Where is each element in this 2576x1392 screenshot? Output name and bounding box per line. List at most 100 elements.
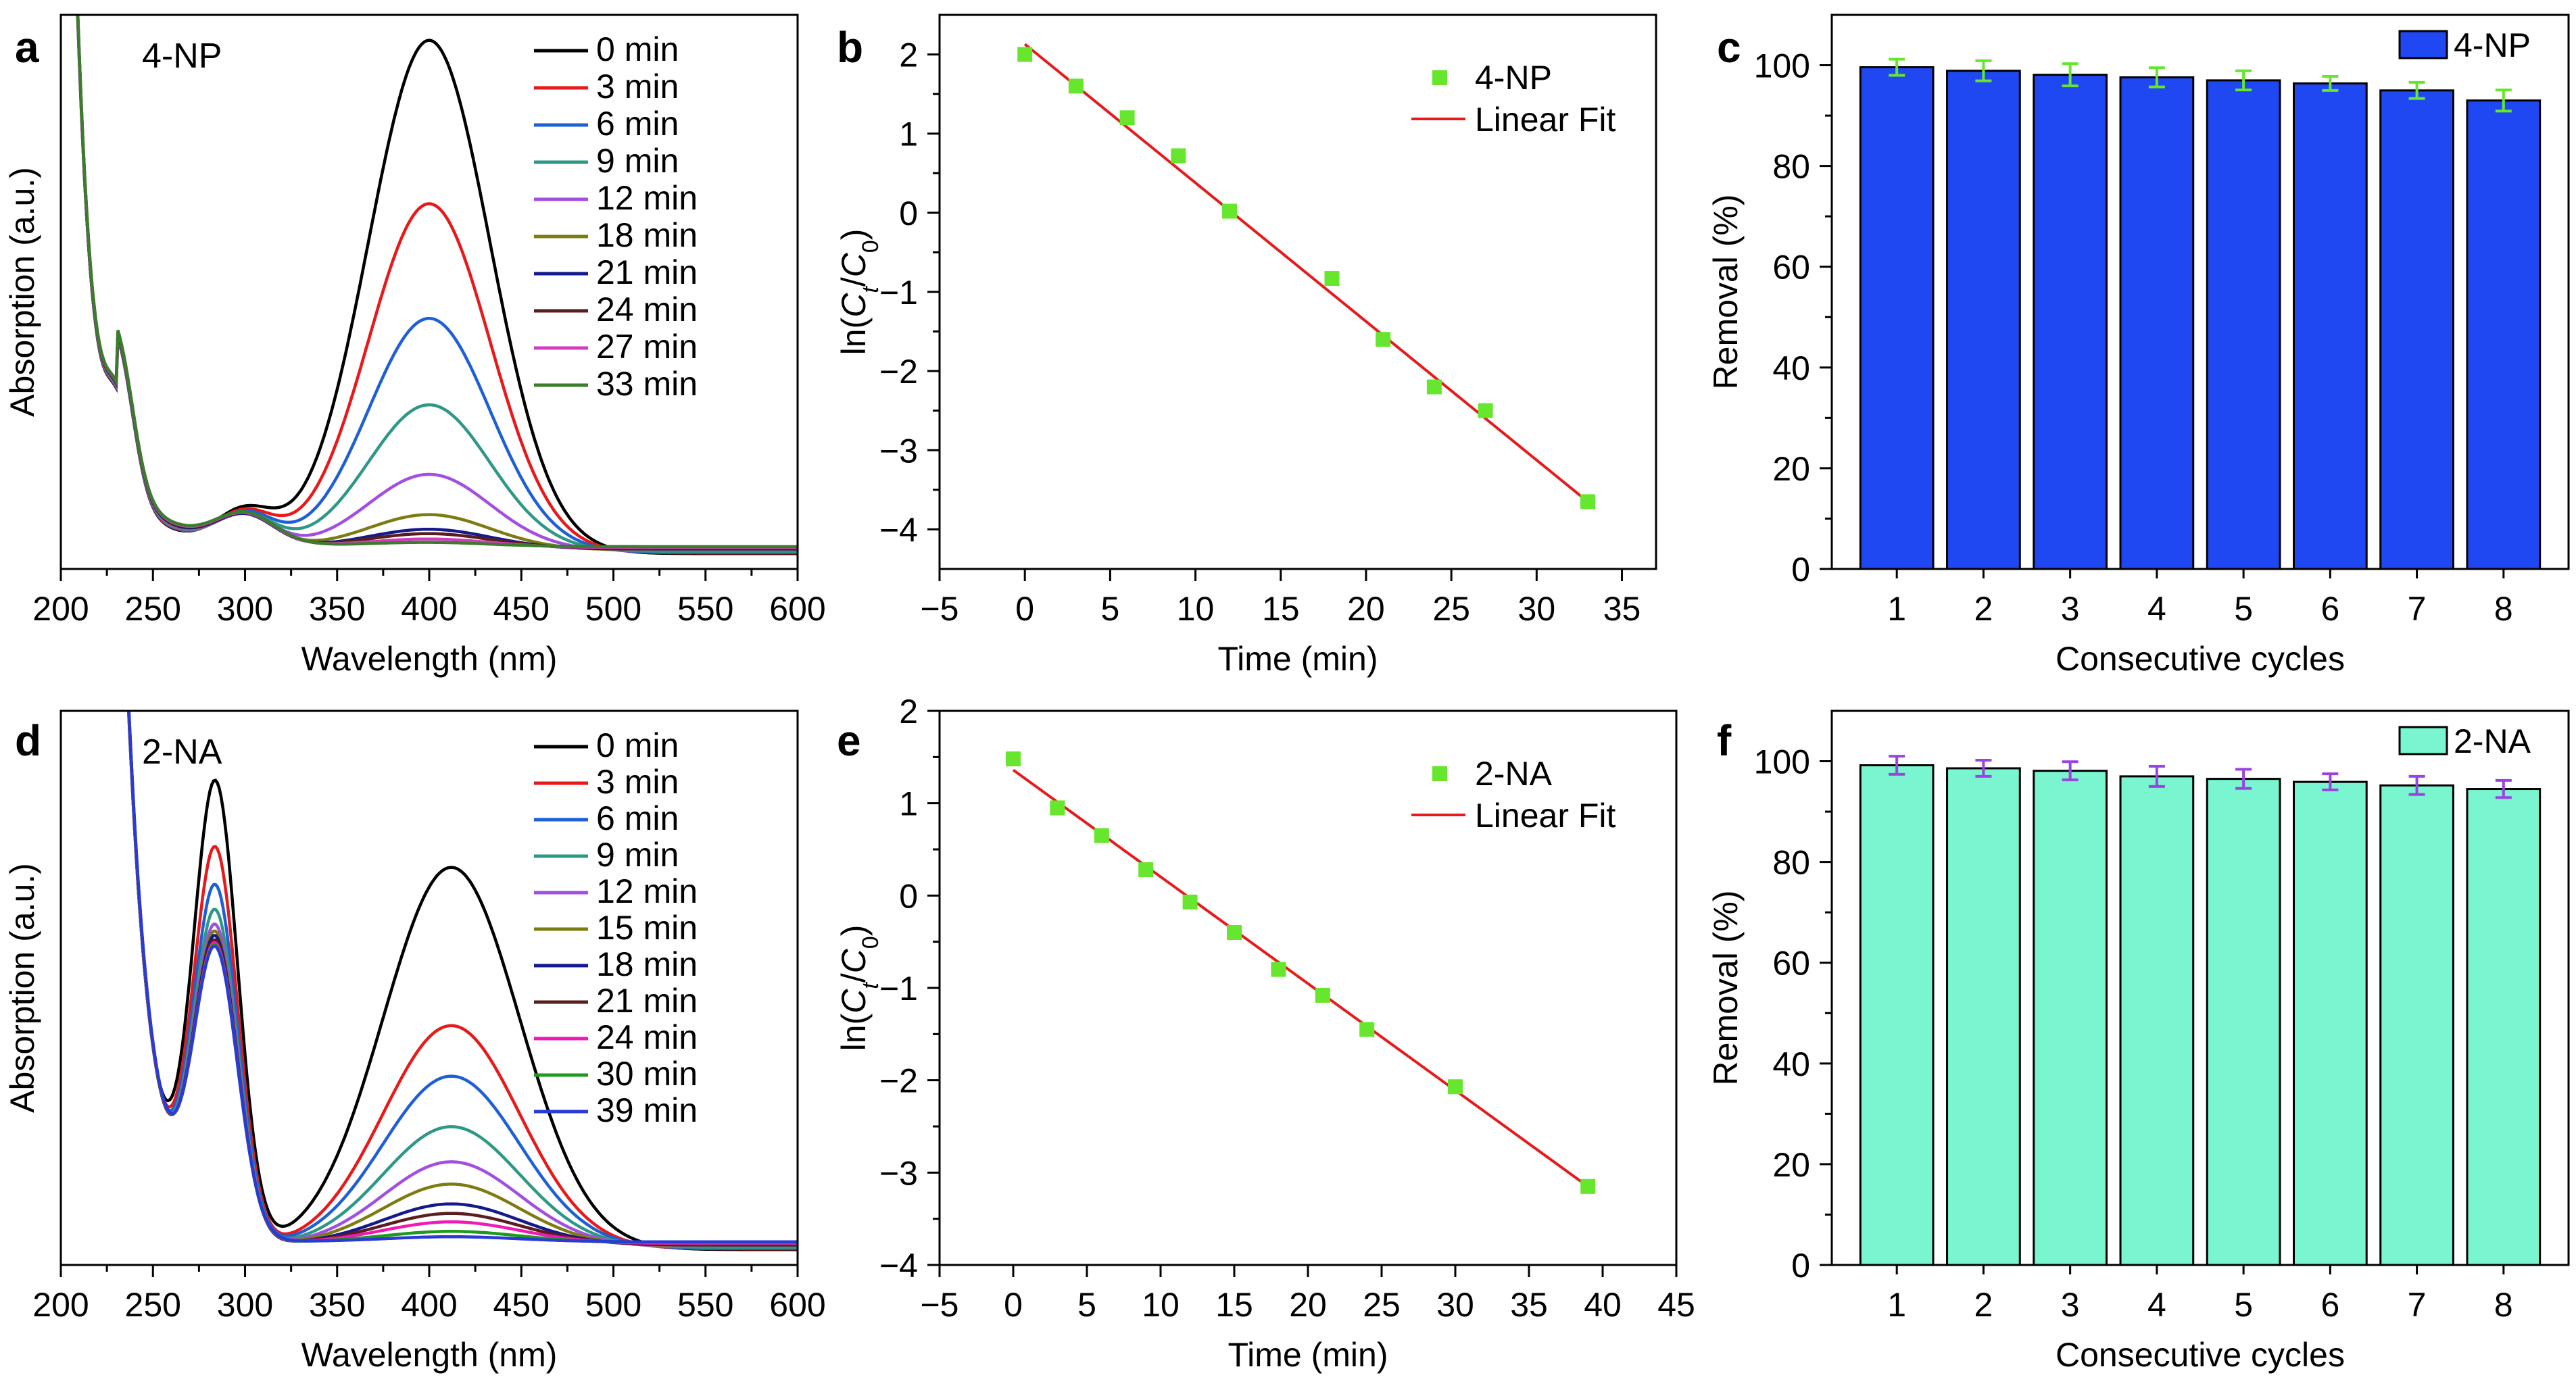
y-tick-label: 60	[1772, 249, 1810, 287]
x-axis-label: Consecutive cycles	[2056, 1336, 2345, 1374]
x-axis-label: Wavelength (nm)	[301, 640, 558, 678]
bar	[2206, 778, 2281, 1266]
data-point	[1227, 925, 1242, 940]
x-tick-label: 0	[1004, 1286, 1023, 1324]
legend-label: 6 min	[596, 105, 679, 143]
panel-title: 4-NP	[142, 36, 222, 76]
x-axis-label: Time (min)	[1228, 1336, 1388, 1374]
data-point	[1138, 862, 1154, 878]
legend-label: Linear Fit	[1475, 101, 1616, 139]
y-axis-label: ln(Ct/C0)	[835, 229, 883, 355]
legend-label: 0 min	[596, 726, 679, 764]
spectrum-line	[76, 15, 798, 549]
x-tick-label: 450	[493, 590, 550, 628]
x-tick-label: 250	[125, 1286, 181, 1324]
x-tick-label: 20	[1347, 590, 1385, 628]
y-tick-label: 80	[1772, 844, 1810, 882]
x-tick-label: 10	[1177, 590, 1215, 628]
x-tick-label: 6	[2320, 1286, 2339, 1324]
data-point	[1580, 494, 1596, 509]
data-point	[1359, 1022, 1375, 1037]
y-tick-label: 100	[1754, 47, 1810, 85]
data-point	[1478, 403, 1493, 418]
bar	[2033, 74, 2108, 570]
x-tick-label: 25	[1363, 1286, 1401, 1324]
data-point	[1182, 894, 1198, 910]
legend-label: 9 min	[596, 142, 679, 180]
y-tick-label: 2	[899, 36, 918, 74]
y-axis-label: ln(Ct/C0)	[835, 925, 883, 1051]
y-tick-label: −4	[879, 1247, 918, 1285]
x-tick-label: 2	[1974, 1286, 1993, 1324]
bar	[1859, 764, 1935, 1266]
x-axis-label: Consecutive cycles	[2056, 640, 2345, 678]
x-tick-label: 550	[677, 1286, 733, 1324]
bar	[2033, 770, 2108, 1266]
x-tick-label: 10	[1142, 1286, 1180, 1324]
legend-label: 9 min	[596, 836, 679, 874]
y-tick-label: −1	[879, 274, 918, 312]
x-tick-label: 6	[2320, 590, 2339, 628]
legend-marker	[1432, 70, 1447, 85]
y-tick-label: −3	[879, 1154, 918, 1192]
panel-b: −5 0 5 10 15 20 25 30 35 −4 −3 −2 −1 0 1 2 Time (min) ln(…	[835, 14, 1657, 678]
x-tick-label: −5	[920, 590, 958, 628]
x-tick-label: 5	[1100, 590, 1119, 628]
plot-frame-f	[1830, 710, 2570, 1266]
x-tick-label: 30	[1518, 590, 1556, 628]
legend-swatch	[2398, 726, 2448, 755]
bar	[1946, 767, 2021, 1266]
legend-label: 12 min	[596, 872, 698, 910]
legend-label: 39 min	[596, 1091, 698, 1129]
y-axis-label: Removal (%)	[1707, 891, 1745, 1086]
legend-label: 18 min	[596, 216, 698, 254]
legend-label: 4-NP	[2454, 26, 2531, 64]
x-tick-label: 4	[2147, 1286, 2166, 1324]
x-tick-label: 20	[1289, 1286, 1327, 1324]
legend-label: 0 min	[596, 30, 679, 68]
x-tick-label: 25	[1432, 590, 1470, 628]
panel-label: f	[1717, 716, 1732, 765]
x-tick-label: 400	[401, 1286, 457, 1324]
y-tick-label: 1	[899, 116, 918, 153]
data-point	[1324, 271, 1340, 287]
data-point	[1222, 203, 1238, 219]
x-tick-label: 7	[2408, 1286, 2427, 1324]
plot-frame-b	[938, 14, 1657, 570]
x-tick-label: 45	[1657, 1286, 1695, 1324]
legend-label: 2-NA	[2454, 722, 2531, 760]
y-tick-label: 40	[1772, 349, 1810, 387]
y-tick-label: 2	[899, 693, 918, 730]
x-tick-label: 500	[585, 1286, 641, 1324]
y-tick-label: −2	[879, 1062, 918, 1100]
y-tick-label: −1	[879, 970, 918, 1008]
bar	[2292, 780, 2368, 1266]
x-tick-label: 200	[32, 590, 89, 628]
y-tick-label: 40	[1772, 1045, 1810, 1083]
bar	[1859, 66, 1935, 570]
x-tick-label: 400	[401, 590, 457, 628]
panel-label: a	[15, 23, 39, 72]
bar	[2206, 79, 2281, 570]
y-axis-label: Absorption (a.u.)	[3, 167, 41, 417]
data-point	[1068, 78, 1084, 94]
x-tick-label: 35	[1510, 1286, 1548, 1324]
panel-title: 2-NA	[142, 732, 222, 772]
legend-label: 3 min	[596, 68, 679, 105]
data-point	[1094, 828, 1109, 843]
bar	[2379, 89, 2454, 570]
y-tick-label: 60	[1772, 945, 1810, 983]
legend-label: 21 min	[596, 982, 698, 1020]
y-tick-label: −4	[879, 511, 918, 549]
x-tick-label: 2	[1974, 590, 1993, 628]
data-point	[1426, 379, 1442, 395]
x-tick-label: 35	[1603, 590, 1641, 628]
y-tick-label: 0	[1791, 1247, 1810, 1285]
x-tick-label: 350	[309, 590, 365, 628]
data-point	[1006, 751, 1021, 767]
y-tick-label: −3	[879, 432, 918, 470]
x-tick-label: 3	[2061, 590, 2080, 628]
x-tick-label: 40	[1584, 1286, 1622, 1324]
